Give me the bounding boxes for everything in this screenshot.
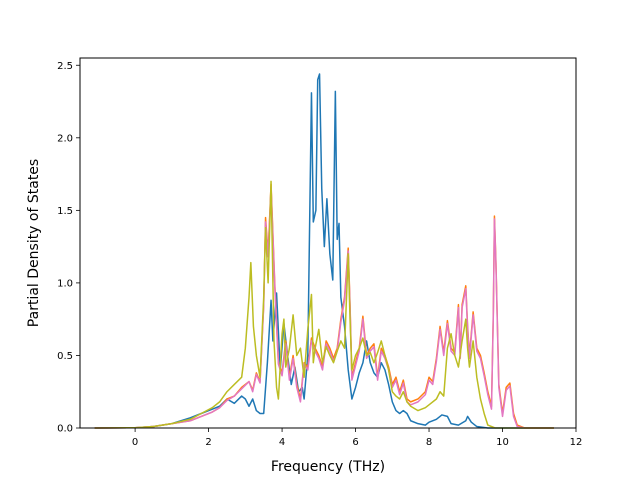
x-tick-label: 6	[352, 437, 358, 448]
series-layer	[94, 73, 554, 429]
y-tick-label: 0.0	[57, 424, 73, 435]
y-axis-ticks: 0.0 0.5 1.0 1.5 2.0 2.5	[57, 61, 80, 435]
x-tick-label: 8	[426, 437, 432, 448]
x-axis-ticks: 0 2 4 6 8 10 12	[132, 428, 582, 448]
y-tick-label: 2.0	[57, 133, 73, 144]
y-tick-label: 2.5	[57, 61, 73, 72]
axes-frame	[79, 57, 577, 429]
x-tick-label: 4	[279, 437, 285, 448]
y-tick-label: 1.0	[57, 278, 73, 289]
x-tick-label: 2	[205, 437, 211, 448]
x-tick-label: 12	[570, 437, 583, 448]
y-axis-label: Partial Density of States	[26, 159, 42, 327]
series-line-4	[94, 180, 554, 429]
x-tick-label: 0	[132, 437, 138, 448]
y-tick-label: 0.5	[57, 351, 73, 362]
series-line-1	[94, 73, 554, 429]
y-tick-label: 1.5	[57, 206, 73, 217]
x-tick-label: 10	[496, 437, 509, 448]
x-axis-label: Frequency (THz)	[271, 459, 385, 475]
